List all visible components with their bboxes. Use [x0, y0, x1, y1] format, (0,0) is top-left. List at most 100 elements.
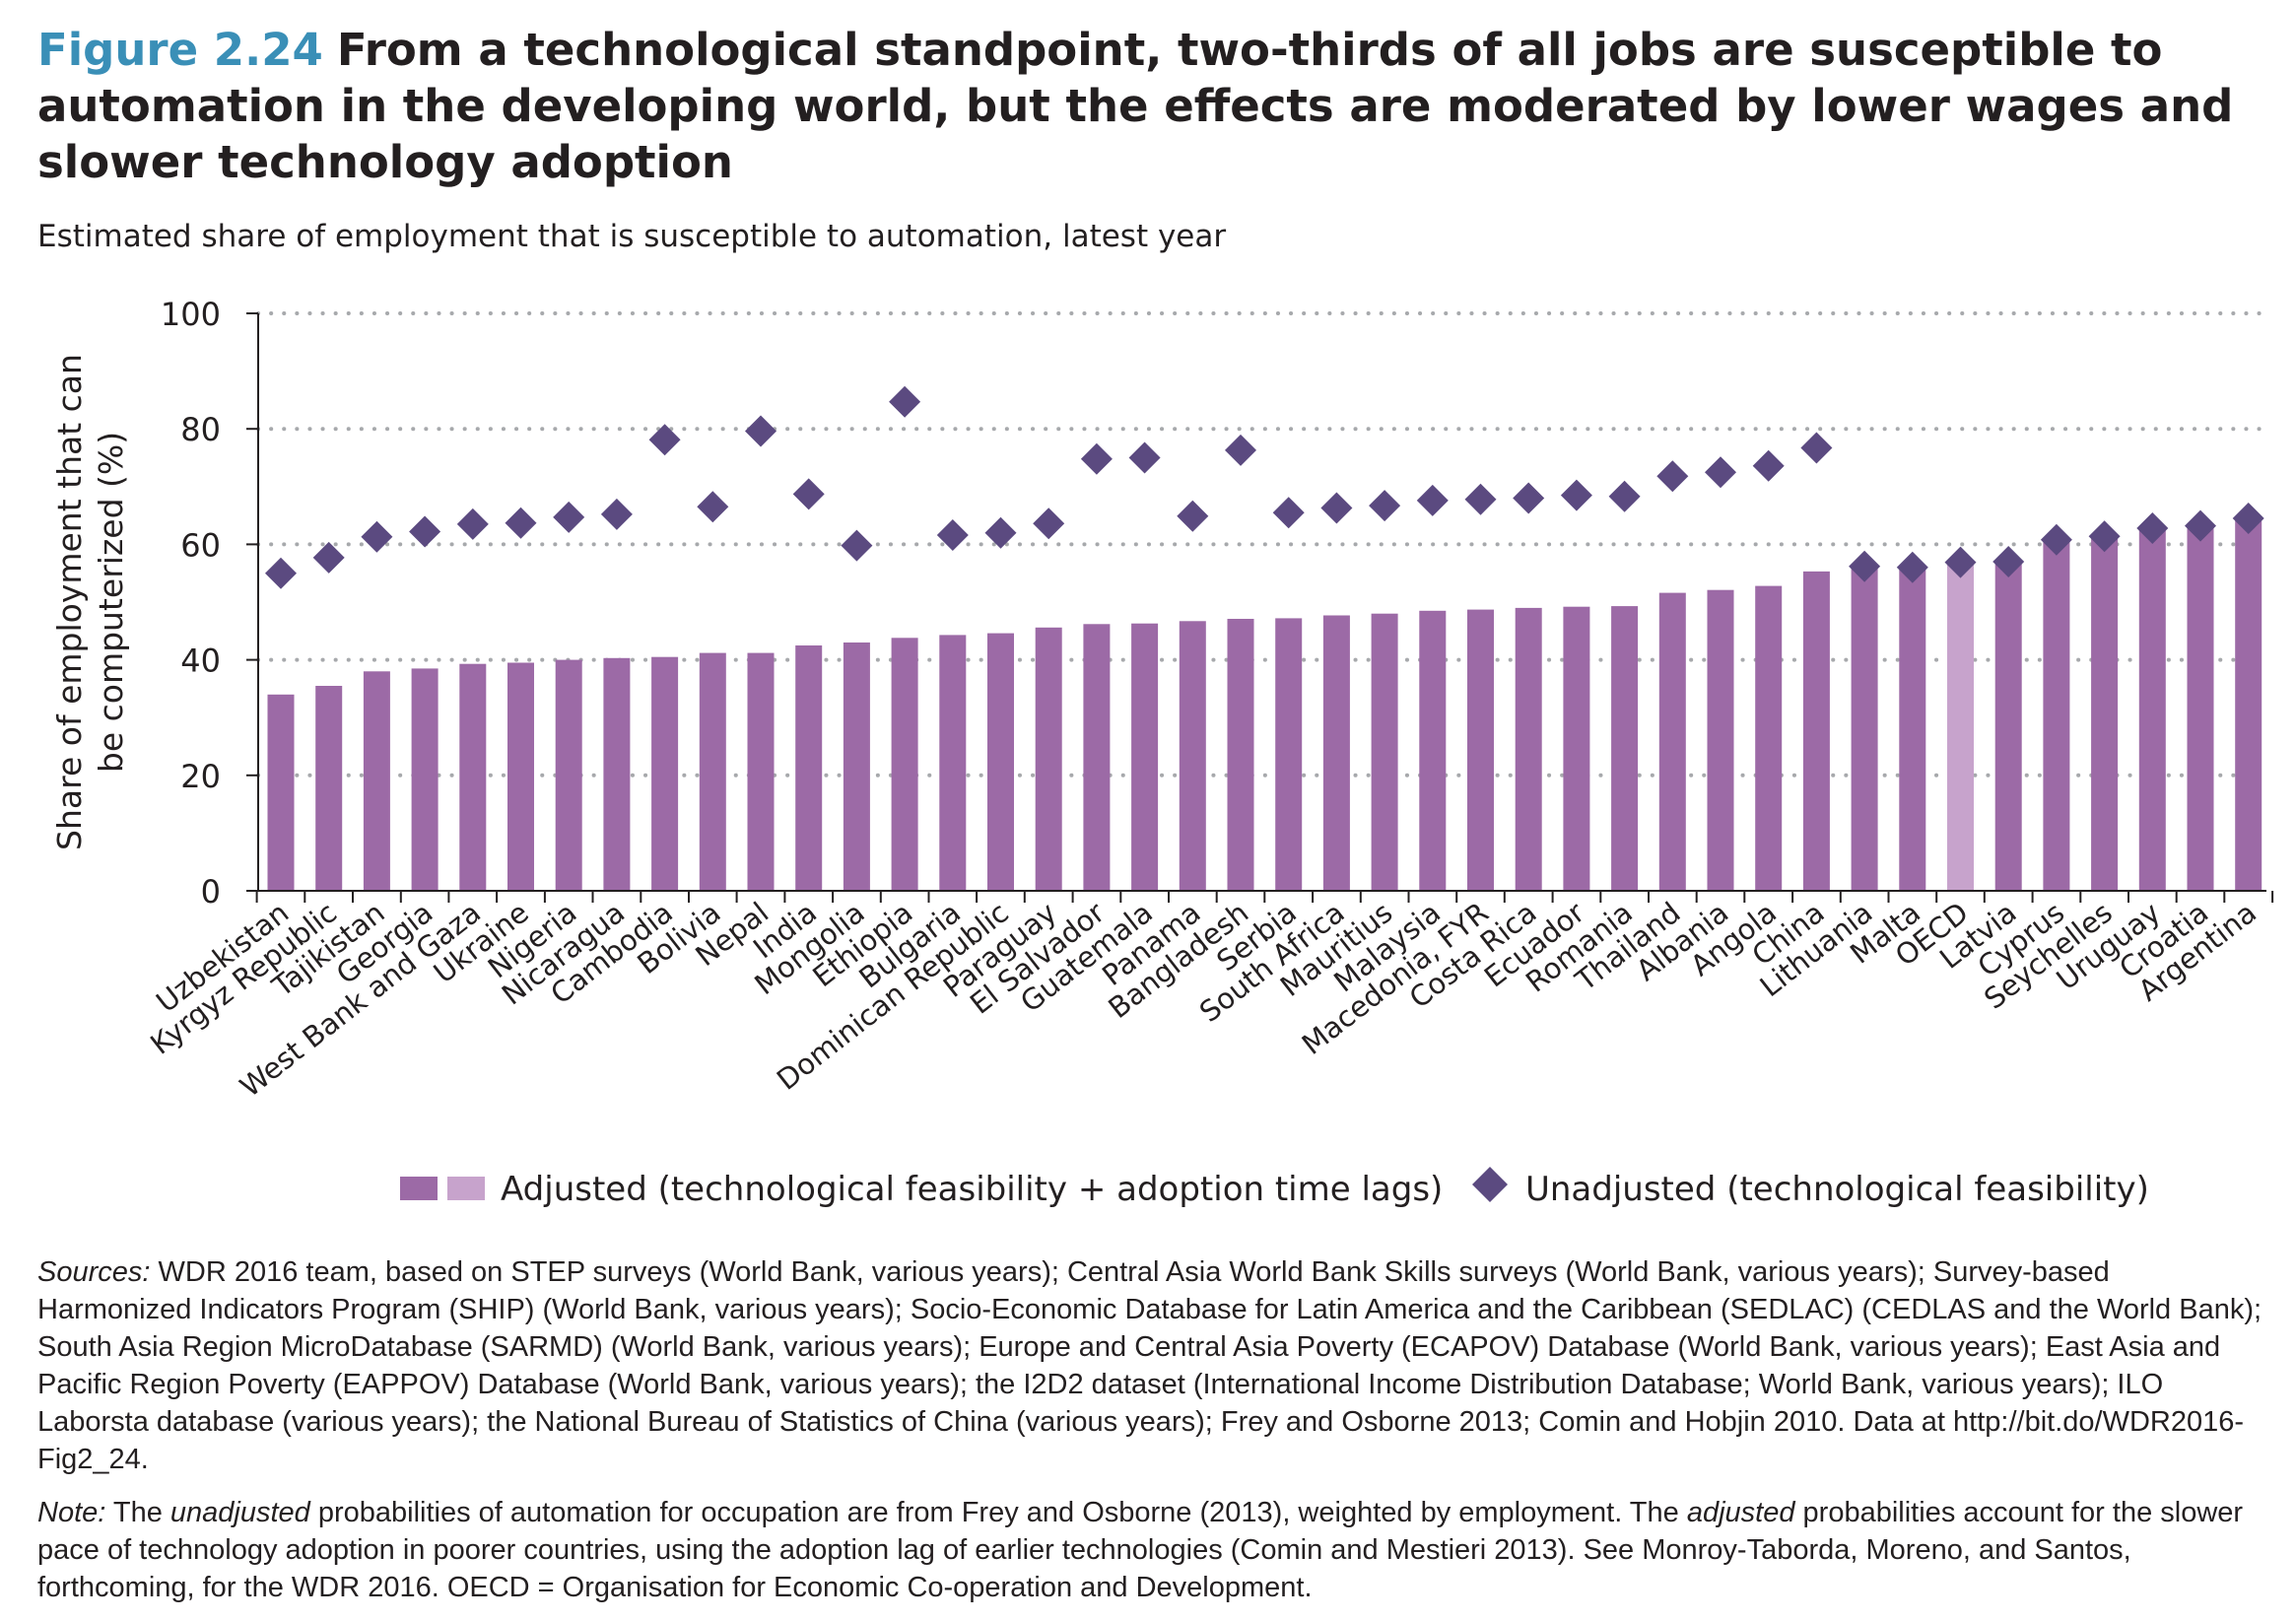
bar-adjusted: [651, 656, 679, 891]
bar-adjusted: [1563, 606, 1590, 891]
marker-unadjusted: [1225, 434, 1256, 466]
marker-unadjusted: [1272, 497, 1305, 529]
note-em-unadjusted: unadjusted: [169, 1497, 310, 1528]
bar-adjusted: [987, 633, 1014, 891]
marker-unadjusted: [1992, 546, 2025, 577]
y-tick-label: 80: [180, 411, 221, 448]
y-axis-ticks: 0 20 40 60 80 100: [161, 296, 258, 911]
bar-adjusted: [555, 659, 582, 891]
y-tick-label: 60: [180, 526, 221, 564]
sources-text: WDR 2016 team, based on STEP surveys (Wo…: [37, 1256, 2262, 1475]
marker-unadjusted: [1033, 507, 1065, 540]
bar-adjusted: [459, 663, 487, 891]
bar-adjusted: [411, 668, 439, 891]
gridlines: [256, 311, 2268, 777]
bar-adjusted: [363, 671, 390, 891]
marker-unadjusted: [1416, 484, 1449, 516]
sources-paragraph: Sources: WDR 2016 team, based on STEP su…: [37, 1253, 2264, 1478]
marker-unadjusted: [1944, 546, 1977, 578]
bar-adjusted: [1179, 621, 1206, 891]
y-axis-label: Share of employment that canbe computeri…: [50, 354, 130, 850]
marker-unadjusted: [984, 516, 1017, 549]
marker-unadjusted: [1752, 449, 1785, 482]
chart-notes: Sources: WDR 2016 team, based on STEP su…: [37, 1253, 2264, 1622]
marker-unadjusted: [361, 520, 393, 553]
bar-adjusted: [1947, 562, 1974, 891]
bar-adjusted: [1658, 592, 1686, 891]
unadjusted-markers: [265, 385, 2264, 589]
bar-adjusted: [267, 694, 295, 891]
note-text-1: The: [105, 1497, 170, 1528]
bar-adjusted: [1755, 585, 1783, 891]
bar-adjusted: [1707, 589, 1734, 891]
y-tick-label: 100: [161, 296, 221, 333]
svg-text:Share of employment that canbe: Share of employment that canbe computeri…: [50, 354, 130, 850]
bar-adjusted: [2235, 518, 2262, 891]
bar-adjusted: [1035, 627, 1062, 891]
marker-unadjusted: [2232, 503, 2264, 534]
bar-adjusted: [603, 657, 631, 891]
marker-unadjusted: [1369, 490, 1401, 522]
bar-adjusted: [1227, 619, 1254, 891]
adjusted-bars: [267, 518, 2262, 891]
marker-unadjusted: [1080, 442, 1113, 475]
marker-unadjusted: [1849, 550, 1881, 582]
note-em-adjusted: adjusted: [1686, 1497, 1795, 1528]
bar-adjusted: [699, 652, 726, 891]
figure-title: Figure 2.24 From a technological standpoi…: [37, 22, 2264, 190]
legend-swatch-adjusted-highlight: [447, 1177, 485, 1200]
marker-unadjusted: [841, 529, 873, 562]
marker-unadjusted: [312, 541, 345, 574]
bar-adjusted: [1275, 618, 1303, 891]
bar-adjusted: [747, 652, 775, 891]
marker-unadjusted: [1896, 551, 1928, 583]
marker-unadjusted: [600, 498, 633, 530]
marker-unadjusted: [1560, 479, 1592, 511]
marker-unadjusted: [505, 507, 537, 539]
marker-unadjusted: [889, 385, 921, 418]
axes: [255, 313, 2274, 903]
marker-unadjusted: [648, 424, 681, 456]
bar-adjusted: [1419, 610, 1447, 891]
bar-adjusted: [1083, 624, 1111, 891]
bar-adjusted: [2138, 528, 2166, 891]
marker-unadjusted: [1513, 482, 1545, 514]
bar-adjusted: [1994, 563, 2022, 891]
marker-unadjusted: [792, 478, 825, 510]
marker-unadjusted: [456, 507, 489, 540]
bar-adjusted: [1467, 609, 1494, 891]
legend-swatch-adjusted: [400, 1177, 438, 1200]
marker-unadjusted: [2136, 512, 2169, 544]
note-text-2: probabilities of automation for occupati…: [309, 1497, 1687, 1528]
marker-unadjusted: [1800, 432, 1833, 464]
marker-unadjusted: [265, 557, 297, 589]
bar-adjusted: [1899, 566, 1926, 891]
sources-label: Sources:: [37, 1256, 151, 1288]
marker-unadjusted: [745, 415, 777, 447]
legend-label-adjusted: Adjusted (technological feasibility + ad…: [501, 1170, 1443, 1209]
note-label: Note:: [37, 1497, 106, 1528]
note-paragraph: Note: The unadjusted probabilities of au…: [37, 1494, 2264, 1606]
marker-unadjusted: [1177, 500, 1209, 532]
bar-adjusted: [1611, 606, 1639, 891]
bar-adjusted: [1515, 607, 1542, 891]
bar-adjusted: [1322, 615, 1350, 891]
marker-unadjusted: [1656, 460, 1689, 493]
bar-adjusted: [315, 686, 343, 891]
legend-diamond-icon: [1472, 1167, 1508, 1202]
bar-adjusted: [2091, 536, 2119, 891]
legend: Adjusted (technological feasibility + ad…: [400, 1167, 2149, 1209]
marker-unadjusted: [936, 519, 969, 551]
bar-adjusted: [1131, 623, 1159, 891]
automation-bar-chart: Share of employment that canbe computeri…: [50, 296, 2274, 1209]
bar-adjusted: [2043, 539, 2070, 891]
y-tick-label: 40: [180, 642, 221, 680]
marker-unadjusted: [2185, 509, 2216, 542]
y-axis-label-line: Share of employment that can: [50, 354, 89, 850]
marker-unadjusted: [1320, 492, 1353, 524]
figure-title-text: From a technological standpoint, two-thi…: [37, 24, 2234, 188]
bar-adjusted: [843, 642, 870, 891]
bar-adjusted: [2187, 525, 2214, 891]
marker-unadjusted: [1464, 483, 1497, 515]
